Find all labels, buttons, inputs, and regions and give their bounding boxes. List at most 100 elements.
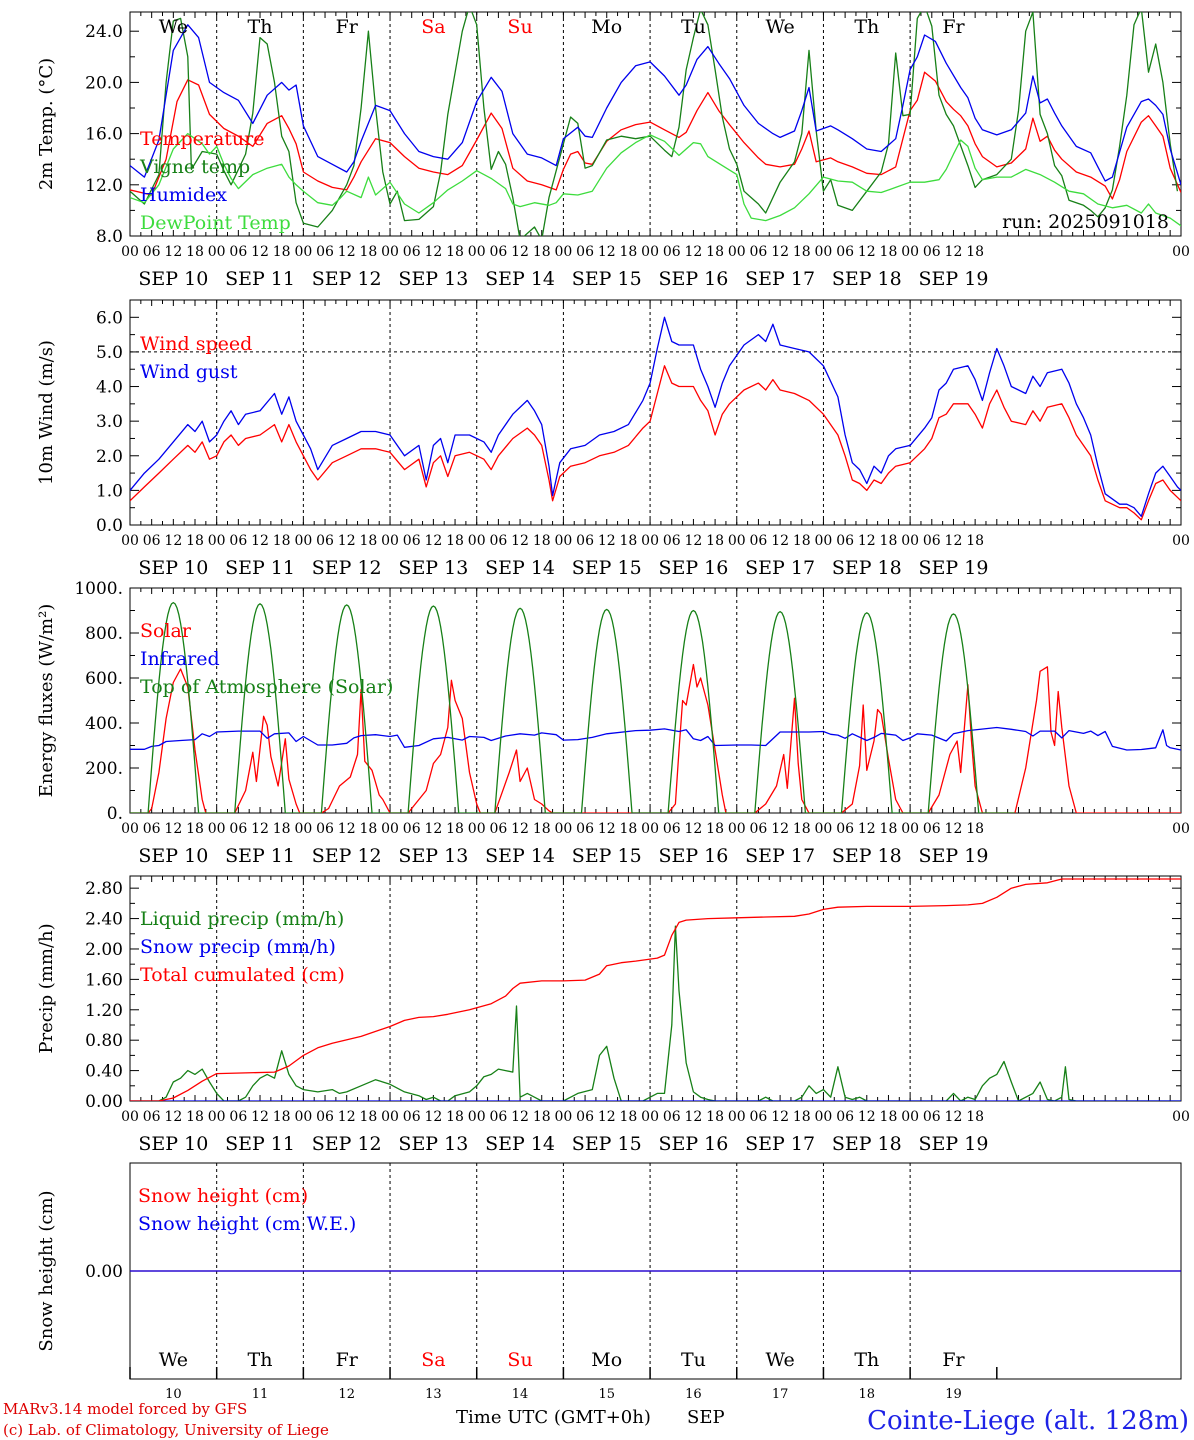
hour-label: 06 (576, 244, 594, 260)
hour-label: 12 (251, 821, 269, 837)
hour-label: 12 (164, 821, 182, 837)
legend-entry: Snow height (cm) (138, 1185, 308, 1207)
weekday-label: We (159, 16, 188, 38)
hour-label: 00 (468, 1109, 486, 1125)
hour-label: 06 (489, 533, 507, 549)
hour-label: 06 (750, 821, 768, 837)
hour-label: 12 (424, 821, 442, 837)
copyright-credit: (c) Lab. of Climatology, University of L… (3, 1421, 329, 1439)
hour-label: 18 (446, 533, 464, 549)
hour-label: 18 (619, 1109, 637, 1125)
hour-label: 06 (403, 244, 421, 260)
hour-label: 12 (251, 244, 269, 260)
date-label: SEP 13 (398, 845, 468, 867)
hour-label: 00 (468, 244, 486, 260)
date-label: SEP 11 (225, 268, 295, 290)
y-tick-label: 2.00 (85, 940, 123, 960)
y-tick-label: 12.0 (85, 176, 123, 196)
hour-label: 12 (424, 244, 442, 260)
hour-label: 12 (424, 1109, 442, 1125)
hour-label: 00 (121, 1109, 139, 1125)
hour-label: 18 (359, 821, 377, 837)
hour-label: 12 (945, 244, 963, 260)
date-label: SEP 16 (658, 557, 728, 579)
date-label: SEP 11 (225, 845, 295, 867)
hour-label: 06 (663, 821, 681, 837)
month-label: SEP (687, 1407, 725, 1428)
hour-label: 06 (923, 821, 941, 837)
y-tick-label: 600. (85, 669, 123, 689)
date-label: SEP 12 (312, 1133, 382, 1155)
y-tick-label: 2.40 (85, 910, 123, 930)
hour-label: 18 (186, 1109, 204, 1125)
weekday-label: Fr (942, 1349, 965, 1371)
panel-snow: 0.00 Snow height (cm) Snow height (cm) Snow… (36, 1162, 1182, 1402)
hour-label: 06 (836, 1109, 854, 1125)
weekday-label: Th (854, 16, 879, 38)
hour-label: 18 (186, 821, 204, 837)
date-label: SEP 18 (832, 845, 902, 867)
hour-label: 12 (685, 244, 703, 260)
hour-label: 12 (338, 1109, 356, 1125)
hour-label: 06 (836, 821, 854, 837)
hour-label: 18 (706, 1109, 724, 1125)
date-label: SEP 13 (398, 557, 468, 579)
day-number: 10 (165, 1387, 182, 1402)
date-label: SEP 11 (225, 557, 295, 579)
hour-label: 00 (121, 821, 139, 837)
hour-label: 18 (966, 533, 984, 549)
date-label: SEP 10 (138, 1133, 208, 1155)
legend-entry: Solar (140, 620, 192, 642)
hour-label: 12 (771, 1109, 789, 1125)
date-label: SEP 18 (832, 268, 902, 290)
y-tick-label: 0.00 (85, 1262, 123, 1282)
y-tick-label: 24.0 (85, 22, 123, 42)
date-label: SEP 15 (572, 1133, 642, 1155)
plot-frame (129, 11, 1182, 237)
y-tick-label: 20.0 (85, 73, 123, 93)
hour-label: 12 (858, 1109, 876, 1125)
date-label: SEP 19 (919, 845, 989, 867)
weekday-label: Th (854, 1349, 879, 1371)
series-top-of-atmosphere-solar (130, 601, 1015, 813)
hour-label: 18 (706, 533, 724, 549)
hour-label: 00 (815, 533, 833, 549)
hour-label: 18 (706, 244, 724, 260)
series-vigne-temp (130, 12, 1179, 236)
day-number: 12 (338, 1387, 355, 1402)
hour-label: 06 (229, 1109, 247, 1125)
y-axis-label: Snow height (cm) (36, 1190, 57, 1351)
y-tick-label: 800. (85, 624, 123, 644)
hour-label: 18 (446, 1109, 464, 1125)
legend-entry: Humidex (140, 184, 227, 206)
hour-label: 18 (619, 821, 637, 837)
date-label: SEP 19 (919, 268, 989, 290)
hour-label: 06 (143, 244, 161, 260)
hour-label: 12 (164, 1109, 182, 1125)
hour-label: 00 (1172, 821, 1190, 837)
hour-label: 00 (641, 821, 659, 837)
hour-label: 06 (663, 1109, 681, 1125)
hour-label: 12 (598, 244, 616, 260)
hour-label: 18 (880, 533, 898, 549)
hour-label: 06 (489, 1109, 507, 1125)
hour-label: 18 (273, 821, 291, 837)
hour-label: 00 (1172, 1109, 1190, 1125)
hour-label: 00 (468, 533, 486, 549)
day-number: 11 (252, 1387, 269, 1402)
y-tick-label: 0. (107, 804, 123, 824)
hour-label: 06 (229, 533, 247, 549)
hour-label: 06 (836, 533, 854, 549)
weekday-label: We (765, 1349, 794, 1371)
hour-label: 06 (750, 1109, 768, 1125)
weekday-label: Fr (336, 1349, 359, 1371)
legend-entry: Top of Atmosphere (Solar) (140, 676, 393, 698)
weekday-label: Sa (421, 16, 445, 38)
hour-label: 12 (251, 1109, 269, 1125)
plot-frame (129, 299, 1182, 526)
hour-label: 18 (533, 533, 551, 549)
hour-label: 00 (381, 1109, 399, 1125)
y-tick-label: 0.0 (96, 516, 123, 536)
hour-label: 06 (143, 821, 161, 837)
